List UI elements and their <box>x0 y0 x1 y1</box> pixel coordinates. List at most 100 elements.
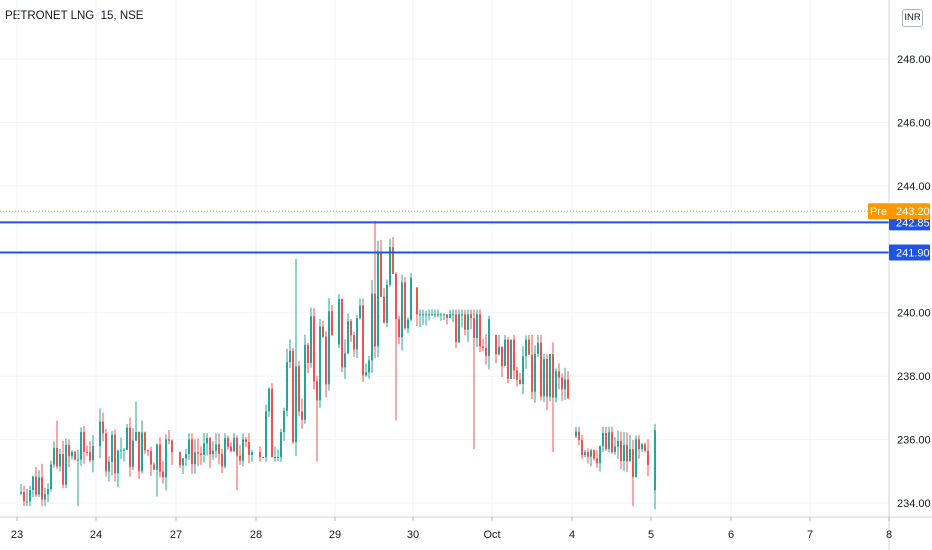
candle <box>77 449 79 507</box>
candle <box>449 309 451 319</box>
candle <box>620 431 622 470</box>
candle <box>83 425 85 464</box>
candle <box>32 475 34 498</box>
x-tick-label: 27 <box>170 529 182 541</box>
premarket-tag: Pre <box>870 206 887 218</box>
candle <box>446 314 448 325</box>
currency-button[interactable]: INR <box>902 9 923 27</box>
candle <box>647 439 649 477</box>
candle <box>325 331 327 398</box>
level-lines <box>0 210 889 254</box>
candle <box>638 435 640 459</box>
candle <box>188 433 190 461</box>
x-tick-label: Oct <box>483 529 500 541</box>
candle <box>347 313 349 355</box>
candle <box>209 436 211 469</box>
candle <box>386 279 388 327</box>
candle <box>62 440 64 489</box>
candle <box>516 366 518 387</box>
candle <box>549 354 551 402</box>
candle <box>102 412 104 442</box>
candle <box>374 220 376 359</box>
candle <box>233 433 235 452</box>
candle <box>206 433 208 456</box>
svg-text:242.85: 242.85 <box>896 217 930 229</box>
candle <box>194 439 196 474</box>
candle <box>221 448 223 473</box>
candle <box>543 354 545 402</box>
candle <box>605 426 607 451</box>
candle <box>404 277 406 330</box>
candle <box>68 439 70 468</box>
candle <box>236 435 238 491</box>
candle <box>611 426 613 454</box>
candle <box>632 440 634 507</box>
y-tick-label: 240.00 <box>897 308 931 320</box>
candle <box>313 308 315 390</box>
candle <box>47 483 49 503</box>
candle <box>165 434 167 491</box>
candle <box>593 449 595 461</box>
candle <box>224 433 226 469</box>
x-tick-label: 5 <box>648 529 654 541</box>
candle <box>534 345 536 403</box>
candle <box>23 485 25 507</box>
candle <box>470 309 472 330</box>
candle <box>434 309 436 318</box>
candle <box>584 449 586 458</box>
candle <box>215 433 217 458</box>
candle <box>437 309 439 318</box>
candle <box>99 408 101 459</box>
candle <box>286 348 288 417</box>
candle <box>319 319 321 408</box>
candle <box>654 423 656 510</box>
candle <box>328 298 330 391</box>
x-tick-label: 4 <box>569 529 575 541</box>
candle <box>248 433 250 463</box>
candle <box>419 309 421 328</box>
candle <box>298 361 300 417</box>
candle <box>641 443 643 453</box>
candle <box>407 317 409 333</box>
y-tick-label: 244.00 <box>897 181 931 193</box>
candle <box>564 367 566 400</box>
candle <box>80 427 82 466</box>
y-tick-label: 234.00 <box>897 498 931 510</box>
candle <box>495 334 497 364</box>
candle <box>280 428 282 462</box>
candle <box>629 435 631 462</box>
candle <box>126 423 128 451</box>
candle <box>608 426 610 453</box>
candle <box>344 339 346 379</box>
candle <box>35 466 37 497</box>
candle <box>461 309 463 328</box>
x-tick-label: 29 <box>329 529 341 541</box>
candle <box>147 449 149 456</box>
candle <box>56 420 58 469</box>
candle <box>197 438 199 467</box>
candle <box>108 456 110 482</box>
candle <box>596 450 598 468</box>
candle <box>341 298 343 373</box>
candle <box>156 443 158 497</box>
candle <box>635 435 637 478</box>
candle <box>377 240 379 358</box>
candle <box>259 446 261 462</box>
x-tick-label: 23 <box>11 529 23 541</box>
candle <box>581 434 583 459</box>
candle <box>590 448 592 467</box>
candle <box>74 450 76 461</box>
candle <box>510 339 512 380</box>
candle <box>362 298 364 382</box>
candle <box>455 309 457 349</box>
candle <box>513 334 515 380</box>
candle <box>230 442 232 452</box>
candle <box>59 448 61 472</box>
candle <box>476 309 478 348</box>
candle <box>105 428 107 477</box>
candle <box>425 310 427 326</box>
candle <box>440 312 442 321</box>
candle <box>507 337 509 383</box>
candle <box>540 334 542 401</box>
